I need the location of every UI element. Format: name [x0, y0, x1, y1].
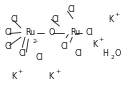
- Text: Ru: Ru: [26, 28, 36, 37]
- Text: K: K: [11, 72, 16, 81]
- Text: K: K: [49, 72, 54, 81]
- Text: K: K: [108, 15, 113, 24]
- Text: 2: 2: [111, 55, 114, 60]
- Text: +: +: [55, 69, 61, 74]
- Text: Ru: Ru: [70, 28, 80, 37]
- Text: Cl: Cl: [35, 53, 43, 62]
- Text: +: +: [18, 69, 23, 74]
- Text: +: +: [115, 12, 120, 17]
- Text: Cl: Cl: [11, 15, 19, 24]
- Text: Cl: Cl: [74, 49, 82, 57]
- Text: Cl: Cl: [51, 15, 59, 24]
- Text: Cl: Cl: [85, 28, 93, 37]
- Text: Cl: Cl: [68, 5, 75, 14]
- Text: H: H: [103, 49, 109, 58]
- Text: 2-: 2-: [32, 39, 39, 44]
- Text: Cl: Cl: [4, 42, 12, 51]
- Text: O: O: [49, 28, 55, 37]
- Text: Cl: Cl: [19, 49, 27, 58]
- Text: K: K: [92, 40, 97, 49]
- Text: Cl: Cl: [61, 42, 69, 51]
- Text: O: O: [115, 49, 121, 58]
- Text: Cl: Cl: [4, 28, 12, 37]
- Text: +: +: [99, 37, 104, 43]
